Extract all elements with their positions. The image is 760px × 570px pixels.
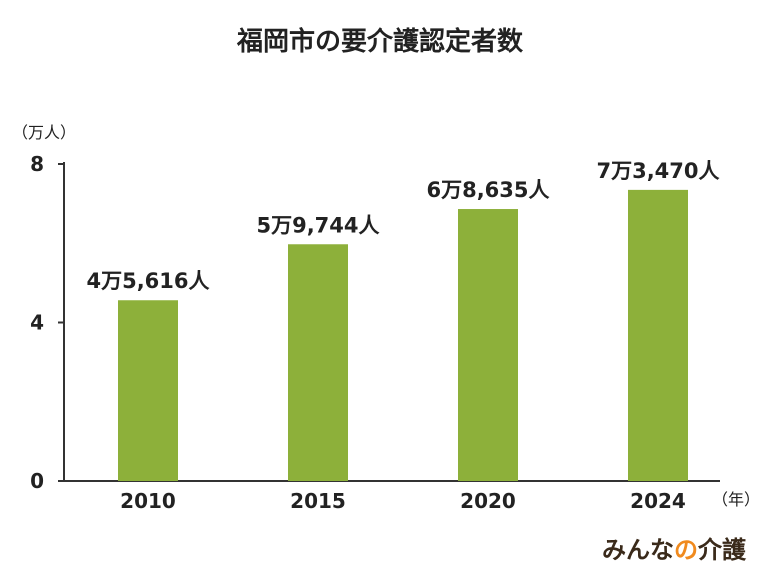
y-tick-label: 8: [30, 152, 44, 176]
y-tick-label: 4: [30, 311, 44, 335]
x-tick-label: 2010: [120, 489, 176, 513]
brand-logo-part2: の: [674, 536, 698, 564]
data-label: 4万5,616人: [86, 269, 209, 293]
bar-2010: [118, 300, 178, 481]
chart-title: 福岡市の要介護認定者数: [236, 26, 524, 57]
data-label: 7万3,470人: [596, 159, 719, 183]
brand-logo-part3: 介護: [697, 536, 747, 564]
brand-logo: みんなの介護: [602, 536, 747, 564]
y-axis-unit-label: （万人）: [12, 123, 76, 142]
y-tick-label: 0: [30, 469, 44, 493]
x-tick-label: 2024: [630, 489, 686, 513]
bars: [118, 189, 688, 481]
x-tick-label: 2020: [460, 489, 516, 513]
bar-2024: [628, 189, 688, 481]
data-label: 6万8,635人: [426, 178, 549, 202]
x-axis-unit-label: （年）: [712, 490, 760, 509]
brand-logo-part1: みんな: [602, 536, 674, 564]
data-labels: 4万5,616人 5万9,744人 6万8,635人 7万3,470人: [86, 159, 719, 293]
bar-2015: [288, 244, 348, 481]
data-label: 5万9,744人: [256, 213, 379, 237]
bar-2020: [458, 209, 518, 481]
x-tick-label: 2015: [290, 489, 346, 513]
x-axis-ticks: 2010 2015 2020 2024: [120, 489, 686, 513]
brand-logo-text: みんなの介護: [602, 536, 747, 564]
y-axis-ticks: 0 4 8: [30, 152, 64, 493]
